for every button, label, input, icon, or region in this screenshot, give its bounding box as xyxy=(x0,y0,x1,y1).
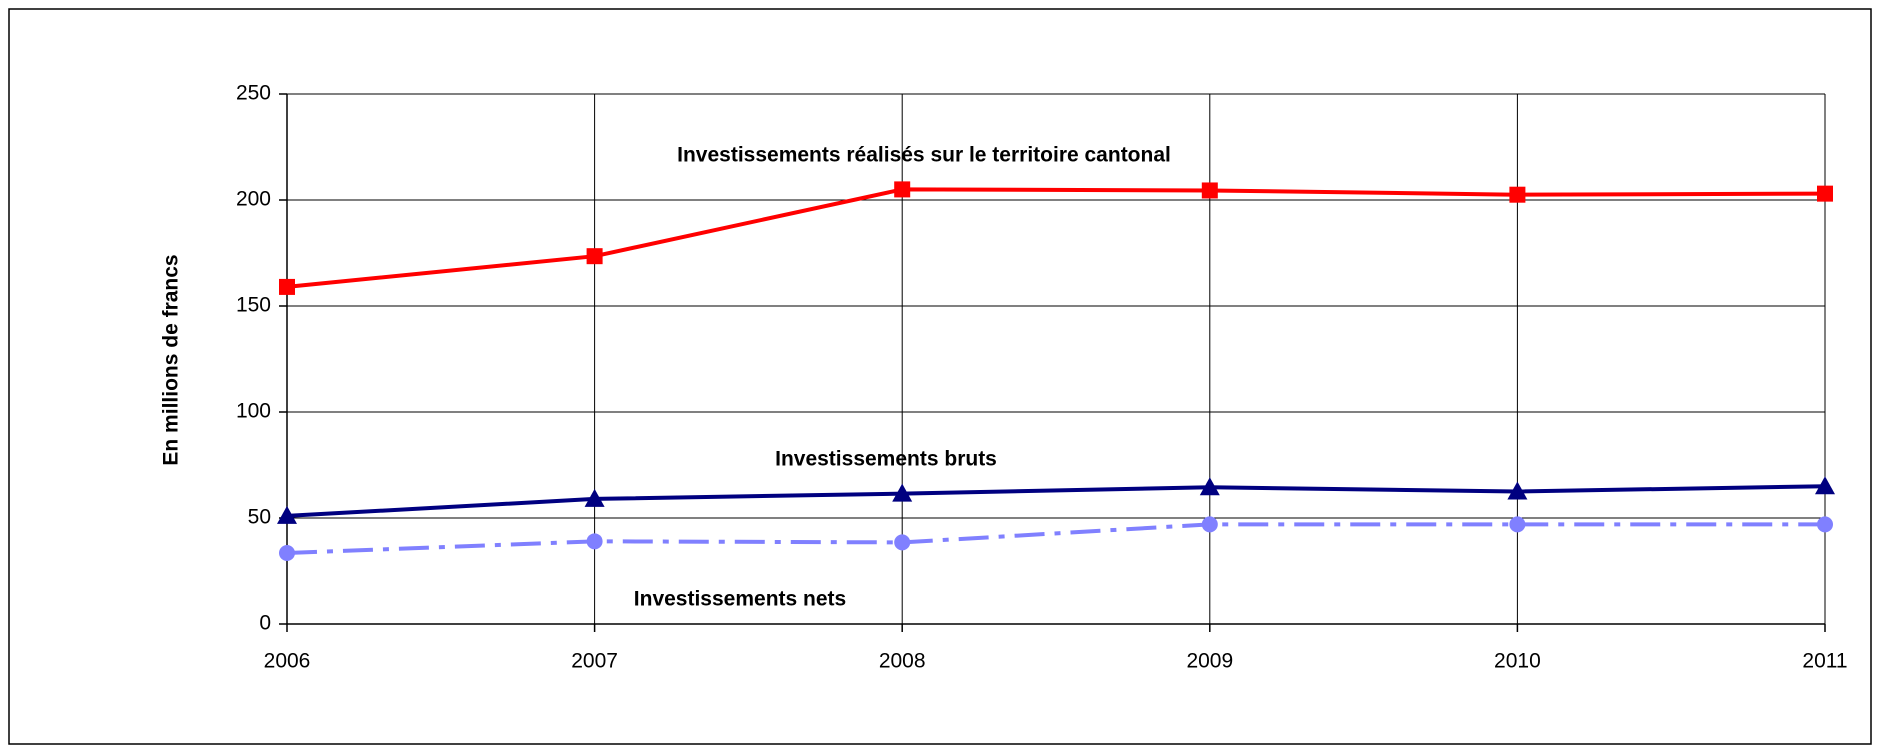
marker xyxy=(277,505,297,524)
x-tick-label: 2011 xyxy=(1802,650,1847,673)
marker xyxy=(584,488,605,507)
x-tick-label: 2009 xyxy=(1186,650,1233,673)
series-line xyxy=(286,522,1825,555)
y-tick-label: 50 xyxy=(248,506,271,529)
marker xyxy=(279,544,295,561)
y-tick-label: 0 xyxy=(259,612,271,635)
marker xyxy=(586,533,603,550)
y-axis-title: En millions de francs xyxy=(160,254,183,465)
marker xyxy=(1817,516,1833,533)
series-line xyxy=(286,484,1826,518)
y-tick-label: 150 xyxy=(236,294,271,317)
marker xyxy=(279,278,295,295)
marker xyxy=(1509,186,1526,203)
marker xyxy=(1201,516,1218,533)
marker xyxy=(894,181,911,198)
x-tick-label: 2007 xyxy=(571,650,618,673)
marker xyxy=(1815,476,1835,495)
marker xyxy=(1201,182,1218,199)
y-tick-label: 200 xyxy=(236,188,271,211)
marker xyxy=(892,483,913,502)
marker xyxy=(1199,477,1220,496)
marker xyxy=(894,534,911,551)
x-tick-label: 2010 xyxy=(1494,650,1541,673)
x-tick-label: 2008 xyxy=(879,650,926,673)
series-label: Investissements réalisés sur le territoi… xyxy=(677,144,1171,167)
marker xyxy=(1817,185,1833,202)
marker xyxy=(1509,516,1526,533)
y-tick-label: 100 xyxy=(236,400,271,423)
x-tick-label: 2006 xyxy=(264,650,311,673)
series-label: Investissements bruts xyxy=(775,448,997,471)
series-line xyxy=(286,187,1826,289)
y-tick-label: 250 xyxy=(236,82,271,105)
chart-frame xyxy=(8,8,1872,745)
marker xyxy=(586,248,603,265)
marker xyxy=(1507,481,1528,500)
series-label: Investissements nets xyxy=(634,588,846,611)
